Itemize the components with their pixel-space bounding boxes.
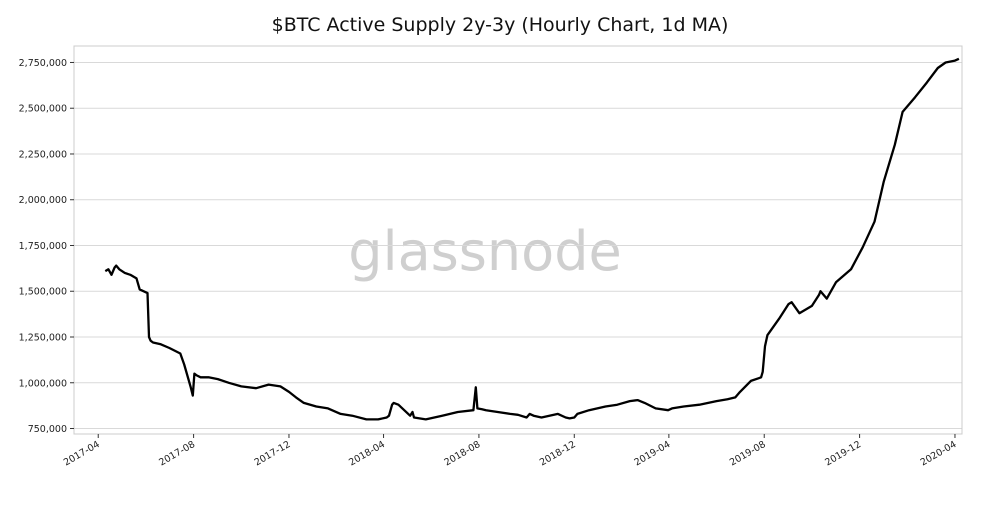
plot-area-frame: [73, 45, 963, 435]
x-tick-label: 2017-12: [253, 439, 293, 468]
x-axis-ticks: 2017-04 2017-08 2017-12 2018-04 2018-08 2018-…: [62, 434, 959, 468]
y-tick-label: 2,000,000: [19, 195, 67, 206]
x-tick-label: 2018-04: [347, 439, 387, 468]
x-tick-label: 2019-12: [823, 439, 863, 468]
y-tick-label: 1,750,000: [19, 241, 67, 252]
y-tick-label: 2,750,000: [19, 58, 67, 69]
y-tick-label: 750,000: [28, 424, 67, 435]
y-tick-label: 1,000,000: [19, 378, 67, 389]
x-tick-label: 2017-04: [62, 439, 102, 468]
y-tick-label: 1,250,000: [19, 333, 67, 344]
x-tick-label: 2019-04: [632, 439, 672, 468]
series-line: [104, 57, 960, 421]
y-tick-label: 1,500,000: [19, 287, 67, 298]
x-tick-label: 2018-12: [538, 439, 578, 468]
x-tick-label: 2020-04: [919, 439, 959, 468]
y-tick-label: 2,250,000: [19, 149, 67, 160]
x-tick-label: 2018-08: [443, 439, 483, 468]
watermark-text: glassnode: [348, 220, 621, 283]
y-tick-label: 2,500,000: [19, 104, 67, 115]
x-tick-label: 2017-08: [157, 439, 197, 468]
y-axis-ticks: 750,000 1,000,000 1,250,000 1,500,000 1,750,…: [19, 58, 74, 435]
gridlines: [74, 61, 962, 430]
chart-title: $BTC Active Supply 2y-3y (Hourly Chart, …: [271, 14, 729, 36]
x-tick-label: 2019-08: [728, 439, 768, 468]
